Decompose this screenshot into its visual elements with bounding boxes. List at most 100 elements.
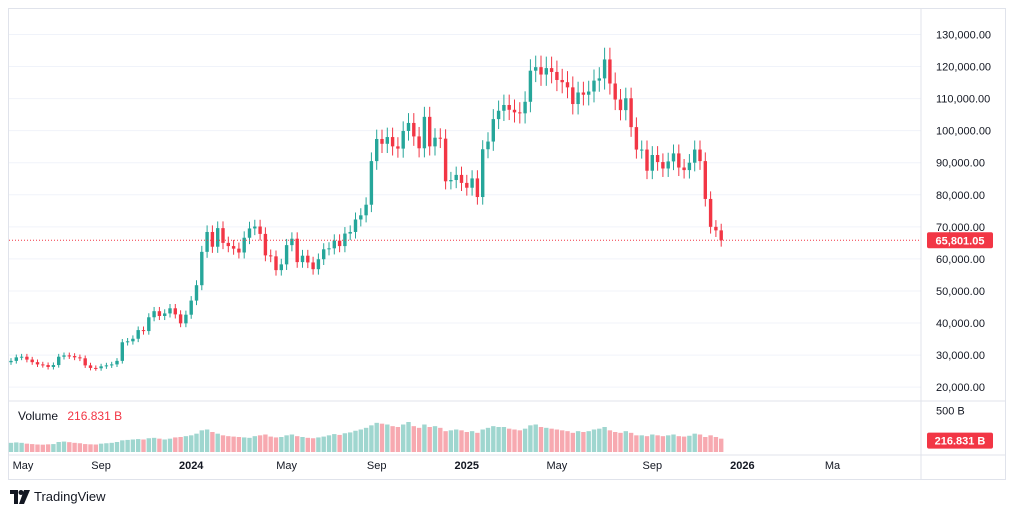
candle-body	[396, 146, 400, 149]
volume-bar	[655, 435, 660, 452]
candle-body	[51, 365, 56, 367]
chart-frame[interactable]	[8, 8, 1006, 480]
candle-body	[592, 80, 596, 92]
volume-bar	[353, 430, 358, 452]
volume-bar	[634, 435, 639, 452]
candle-body	[682, 167, 686, 171]
volume-bar	[88, 444, 93, 452]
volume-bar	[56, 442, 61, 452]
candle-body	[624, 98, 628, 111]
volume-bar	[358, 429, 363, 452]
candle-body	[332, 240, 336, 249]
candle-body	[618, 99, 623, 111]
candle-body	[322, 249, 326, 260]
candle-body	[343, 233, 347, 247]
volume-bar	[316, 437, 321, 452]
volume-bar	[337, 434, 342, 452]
candle-body	[528, 70, 533, 102]
candle-body	[311, 262, 315, 270]
volume-bar	[496, 427, 501, 452]
volume-bar	[613, 432, 618, 452]
candle-body	[523, 101, 527, 114]
volume-bar	[438, 427, 443, 452]
candle-body	[608, 59, 612, 84]
candle-body	[200, 251, 204, 286]
candle-body	[184, 314, 188, 324]
volume-bar	[369, 425, 374, 452]
volume-bar	[385, 424, 390, 452]
volume-bar	[575, 431, 581, 452]
candle-body	[534, 67, 538, 71]
volume-bar	[395, 427, 401, 452]
volume-bar	[151, 437, 157, 452]
y-tick-label: 40,000.00	[936, 318, 985, 330]
candle-body	[353, 219, 358, 232]
volume-bar	[14, 442, 19, 452]
candle-body	[576, 92, 580, 105]
candle-body	[629, 98, 633, 128]
volume-bar	[666, 435, 671, 452]
volume-bar	[507, 428, 512, 452]
candle-body	[147, 317, 151, 332]
volume-bar	[660, 436, 666, 452]
volume-bar	[406, 422, 411, 452]
volume-bar	[332, 434, 337, 452]
candle-body	[650, 155, 654, 171]
candle-body	[221, 228, 225, 243]
candle-body	[380, 138, 384, 144]
candle-body	[237, 248, 241, 253]
candle-body	[178, 314, 183, 324]
candle-body	[581, 92, 586, 95]
volume-bar	[379, 423, 385, 452]
candle-body	[640, 149, 644, 151]
volume-bar	[443, 431, 448, 452]
volume-bar	[422, 424, 427, 452]
candle-body	[67, 355, 71, 357]
y-tick-label: 130,000.00	[936, 29, 991, 41]
candle-body	[708, 198, 713, 227]
x-tick-label: 2025	[455, 460, 479, 472]
candle-body	[698, 149, 702, 162]
volume-bar	[374, 422, 379, 452]
candle-body	[714, 226, 718, 231]
candle-body	[300, 255, 305, 263]
candle-body	[443, 138, 448, 182]
candle-body	[359, 215, 363, 220]
candle-body	[438, 137, 442, 139]
volume-bar	[432, 426, 438, 452]
y-tick-label: 90,000.00	[936, 158, 985, 170]
candle-body	[35, 362, 40, 365]
volume-bar	[676, 436, 681, 452]
candle-body	[693, 149, 697, 163]
x-tick-label: Sep	[367, 460, 387, 472]
tradingview-logo-icon	[10, 489, 30, 504]
candle-body	[279, 264, 283, 271]
volume-bar	[72, 442, 77, 452]
volume-bar	[183, 436, 189, 452]
candle-body	[99, 366, 103, 369]
candle-body	[454, 174, 458, 181]
volume-bar	[586, 431, 591, 452]
candle-body	[348, 231, 352, 234]
volume-bar	[454, 429, 459, 452]
candle-body	[634, 127, 639, 150]
candle-body	[9, 360, 13, 363]
volume-bar	[24, 443, 30, 452]
candle-body	[205, 231, 209, 252]
candle-body	[518, 112, 522, 114]
volume-bar	[189, 435, 194, 452]
candle-body	[671, 153, 676, 162]
volume-bar	[263, 434, 268, 452]
candle-body	[655, 155, 660, 163]
candle-body	[571, 87, 575, 105]
candle-body	[496, 110, 501, 120]
candle-body	[512, 109, 517, 113]
volume-bar	[305, 437, 310, 452]
volume-bar	[326, 435, 332, 452]
volume-bar	[125, 439, 130, 452]
volume-bar	[522, 428, 528, 452]
tradingview-brand[interactable]: TradingView	[10, 489, 106, 504]
candle-body	[587, 91, 591, 95]
volume-bar	[427, 427, 432, 452]
